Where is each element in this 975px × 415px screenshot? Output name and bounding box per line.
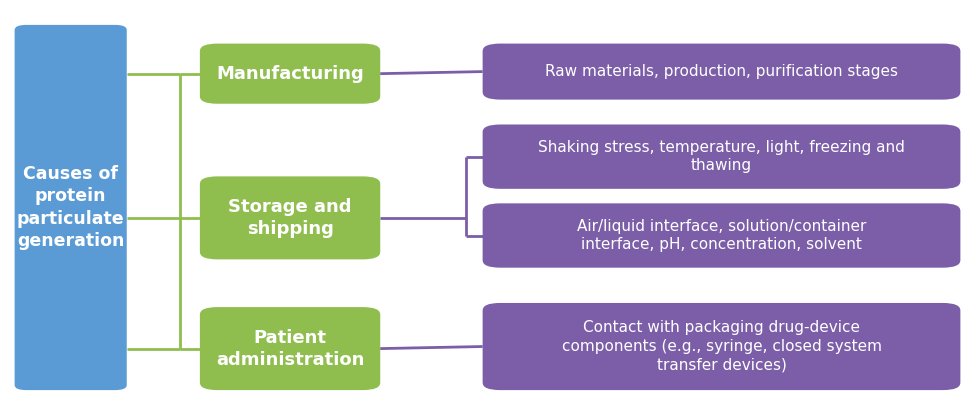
- FancyBboxPatch shape: [200, 307, 380, 390]
- Text: Storage and
shipping: Storage and shipping: [228, 198, 352, 238]
- Text: Contact with packaging drug-device
components (e.g., syringe, closed system
tran: Contact with packaging drug-device compo…: [562, 320, 881, 373]
- Text: Air/liquid interface, solution/container
interface, pH, concentration, solvent: Air/liquid interface, solution/container…: [577, 219, 866, 252]
- FancyBboxPatch shape: [483, 124, 960, 189]
- FancyBboxPatch shape: [15, 25, 127, 390]
- Text: Manufacturing: Manufacturing: [216, 65, 364, 83]
- FancyBboxPatch shape: [483, 203, 960, 268]
- Text: Raw materials, production, purification stages: Raw materials, production, purification …: [545, 64, 898, 79]
- Text: Shaking stress, temperature, light, freezing and
thawing: Shaking stress, temperature, light, free…: [538, 140, 905, 173]
- FancyBboxPatch shape: [483, 44, 960, 100]
- FancyBboxPatch shape: [200, 44, 380, 104]
- Text: Patient
administration: Patient administration: [215, 329, 365, 369]
- FancyBboxPatch shape: [200, 176, 380, 259]
- FancyBboxPatch shape: [483, 303, 960, 390]
- Text: Causes of
protein
particulate
generation: Causes of protein particulate generation: [17, 165, 125, 250]
